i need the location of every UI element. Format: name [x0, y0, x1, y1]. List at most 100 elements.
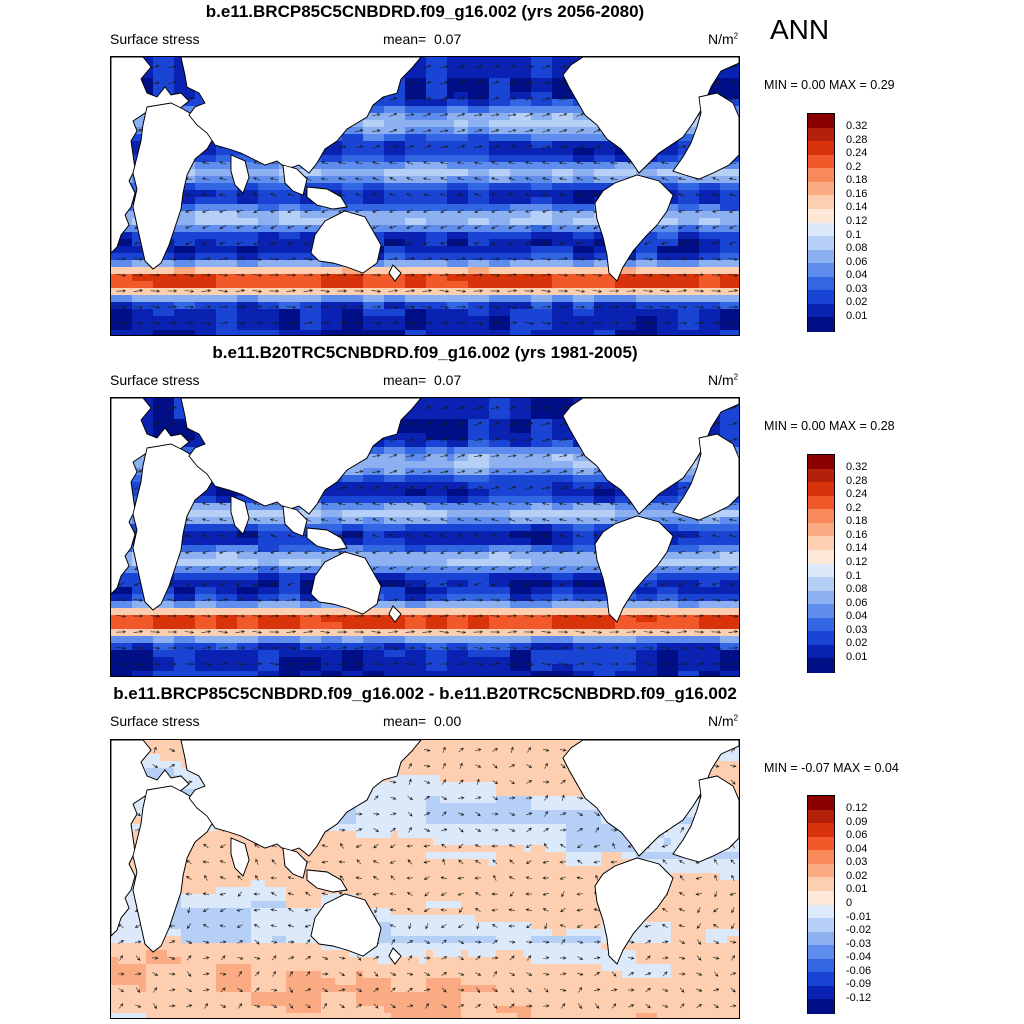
- stress-field-cell: [174, 267, 182, 275]
- stress-field-cell: [279, 309, 287, 317]
- stress-field-cell: [510, 190, 518, 198]
- vector-arrow: [524, 305, 535, 309]
- stress-field-cell: [300, 330, 308, 335]
- stress-field-cell: [398, 260, 406, 268]
- stress-field-cell: [447, 183, 455, 191]
- stress-field-cell: [475, 190, 483, 198]
- stress-field-cell: [419, 183, 427, 191]
- vector-arrow: [507, 113, 517, 117]
- stress-field-cell: [398, 204, 406, 212]
- stress-field-cell: [552, 246, 560, 254]
- stress-field-cell: [524, 183, 532, 191]
- vector-arrow: [253, 177, 261, 181]
- stress-field-cell: [398, 225, 406, 233]
- stress-field-cell: [216, 316, 224, 324]
- stress-field-cell: [671, 141, 679, 149]
- stress-field-cell: [475, 309, 483, 317]
- stress-field-cell: [538, 169, 546, 177]
- stress-field-cell: [510, 85, 518, 93]
- stress-field-cell: [594, 281, 602, 289]
- stress-field-cell: [307, 302, 315, 310]
- stress-field-cell: [552, 253, 560, 261]
- stress-field-cell: [202, 309, 210, 317]
- stress-field-cell: [573, 218, 581, 226]
- stress-field-cell: [524, 134, 532, 142]
- stress-field-cell: [167, 246, 175, 254]
- stress-field-cell: [335, 176, 343, 184]
- stress-field-cell: [426, 412, 434, 420]
- stress-field-cell: [678, 330, 686, 335]
- stress-field-cell: [622, 169, 630, 177]
- stress-field-cell: [496, 288, 504, 296]
- stress-field-cell: [720, 218, 728, 226]
- stress-field-cell: [447, 246, 455, 254]
- stress-field-cell: [300, 267, 308, 275]
- stress-field-cell: [272, 281, 280, 289]
- stress-field-cell: [426, 309, 434, 317]
- stress-field-cell: [272, 176, 280, 184]
- stress-field-cell: [517, 127, 525, 135]
- colorbar-swatch: [808, 195, 834, 210]
- stress-field-cell: [328, 148, 336, 156]
- stress-field-cell: [118, 246, 126, 254]
- stress-field-cell: [265, 218, 273, 226]
- stress-field-cell: [566, 218, 574, 226]
- stress-field-cell: [377, 267, 385, 275]
- vector-arrow: [235, 257, 246, 261]
- stress-field-cell: [608, 162, 616, 170]
- stress-field-cell: [251, 232, 259, 240]
- stress-field-cell: [496, 176, 504, 184]
- stress-field-cell: [433, 99, 441, 107]
- stress-field-cell: [468, 183, 476, 191]
- stress-field-cell: [216, 162, 224, 170]
- stress-field-cell: [391, 253, 399, 261]
- vector-arrow: [473, 305, 484, 309]
- vector-arrow: [218, 321, 229, 325]
- stress-field-cell: [300, 274, 308, 282]
- stress-field-cell: [314, 162, 322, 170]
- stress-field-cell: [272, 330, 280, 335]
- stress-field-cell: [692, 120, 700, 128]
- stress-field-cell: [307, 197, 315, 205]
- vector-arrow: [406, 81, 415, 85]
- stress-field-cell: [573, 246, 581, 254]
- stress-field-cell: [496, 141, 504, 149]
- stress-field-cell: [552, 71, 560, 79]
- stress-field-cell: [489, 120, 497, 128]
- stress-field-cell: [356, 176, 364, 184]
- stress-field-cell: [433, 162, 441, 170]
- stress-field-cell: [713, 260, 721, 268]
- stress-field-cell: [538, 323, 546, 331]
- stress-field-cell: [440, 253, 448, 261]
- stress-field-cell: [650, 281, 658, 289]
- stress-field-cell: [370, 288, 378, 296]
- stress-field-cell: [517, 405, 525, 413]
- stress-field-cell: [475, 92, 483, 100]
- vector-arrow: [558, 193, 567, 197]
- stress-field-cell: [384, 253, 392, 261]
- stress-field-cell: [167, 316, 175, 324]
- stress-field-cell: [244, 204, 252, 212]
- stress-field-cell: [496, 162, 504, 170]
- stress-field-cell: [363, 281, 371, 289]
- vector-arrow: [287, 209, 295, 213]
- stress-field-cell: [524, 78, 532, 86]
- colorbar-swatch: [808, 222, 834, 237]
- stress-field-cell: [328, 274, 336, 282]
- stress-field-cell: [559, 134, 567, 142]
- stress-field-cell: [482, 183, 490, 191]
- stress-field-cell: [524, 330, 532, 335]
- stress-field-cell: [440, 134, 448, 142]
- vector-arrow: [491, 97, 500, 101]
- stress-field-cell: [678, 288, 686, 296]
- stress-field-cell: [237, 253, 245, 261]
- stress-field-cell: [573, 267, 581, 275]
- vector-arrow: [592, 257, 603, 261]
- stress-field-cell: [573, 211, 581, 219]
- stress-field-cell: [251, 218, 259, 226]
- stress-field-cell: [391, 246, 399, 254]
- stress-field-cell: [405, 92, 413, 100]
- vector-arrow: [286, 321, 297, 325]
- stress-field-cell: [447, 204, 455, 212]
- stress-field-cell: [692, 267, 700, 275]
